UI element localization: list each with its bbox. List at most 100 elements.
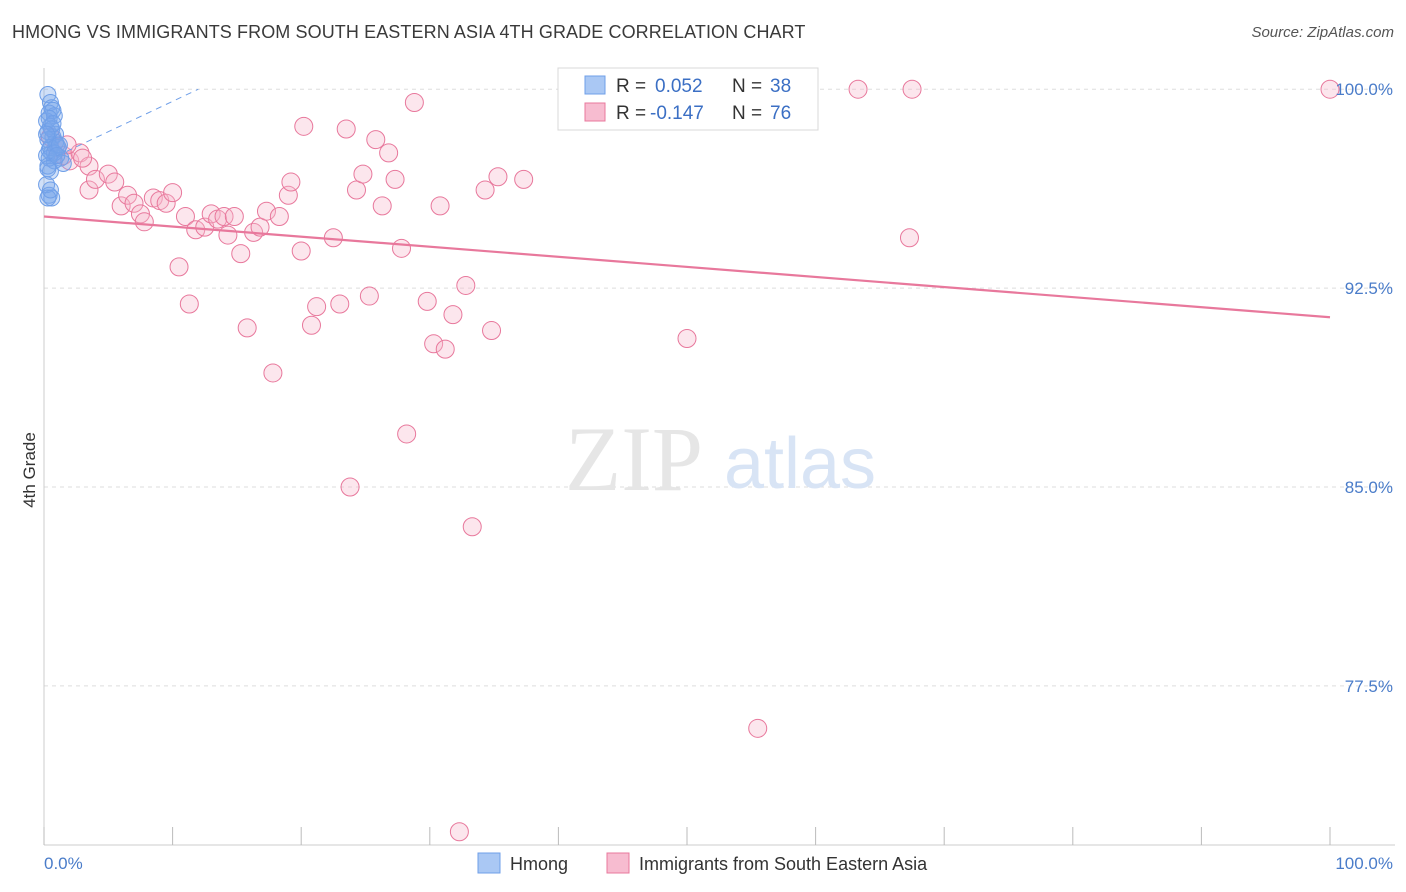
- trend-lines: [43, 88, 1331, 319]
- point-sea-33: [256, 201, 276, 221]
- point-sea-66: [488, 167, 508, 187]
- point-sea-8: [98, 164, 118, 184]
- legend-r-label-hmong: R =: [616, 76, 646, 97]
- point-sea-12: [124, 193, 144, 213]
- legend-n-label-sea: N =: [732, 103, 762, 124]
- legend-r-value-hmong: 0.052: [655, 76, 703, 97]
- legend-n-value-hmong: 38: [770, 76, 791, 97]
- point-sea-65: [482, 321, 502, 341]
- point-sea-47: [353, 164, 373, 184]
- point-sea-45: [340, 477, 360, 497]
- point-hmong-34: [44, 115, 62, 133]
- point-sea-58: [430, 196, 450, 216]
- point-sea-59: [435, 339, 455, 359]
- point-sea-39: [294, 116, 314, 136]
- watermark-zip: ZIP: [565, 408, 703, 510]
- legend-n-label-hmong: N =: [732, 76, 762, 97]
- point-sea-48: [359, 286, 379, 306]
- point-sea-7: [85, 169, 105, 189]
- point-sea-52: [385, 169, 405, 189]
- point-sea-67: [514, 169, 534, 189]
- point-sea-14: [134, 212, 154, 232]
- y-tick-labels: 100.0% 92.5% 85.0% 77.5%: [1335, 80, 1393, 696]
- point-hmong-31: [43, 120, 61, 138]
- watermark: ZIP atlas: [565, 408, 876, 510]
- point-sea-55: [404, 92, 424, 112]
- point-sea-49: [366, 130, 386, 150]
- point-hmong-25: [44, 101, 62, 119]
- point-sea-27: [218, 225, 238, 245]
- point-sea-18: [163, 183, 183, 203]
- legend-n-value-sea: 76: [770, 103, 791, 124]
- point-sea-72: [902, 79, 922, 99]
- point-sea-34: [263, 363, 283, 383]
- bottom-legend-swatch-hmong[interactable]: [477, 852, 501, 874]
- x-tick-labels: 0.0% 100.0%: [44, 854, 1393, 873]
- legend-r-value-sea: -0.147: [650, 103, 704, 124]
- chart-title: HMONG VS IMMIGRANTS FROM SOUTH EASTERN A…: [12, 22, 806, 42]
- point-sea-54: [397, 424, 417, 444]
- y-tick-label-2: 85.0%: [1345, 478, 1393, 497]
- point-sea-63: [462, 517, 482, 537]
- point-sea-71: [899, 228, 919, 248]
- point-sea-56: [417, 291, 437, 311]
- point-sea-60: [443, 305, 463, 325]
- point-sea-30: [237, 318, 257, 338]
- point-sea-20: [175, 207, 195, 227]
- legend-swatch-sea: [584, 102, 606, 122]
- point-sea-64: [475, 180, 495, 200]
- bottom-legend-label-hmong[interactable]: Hmong: [510, 854, 568, 874]
- point-sea-21: [179, 294, 199, 314]
- point-sea-44: [336, 119, 356, 139]
- point-sea-29: [231, 244, 251, 264]
- point-sea-28: [224, 207, 244, 227]
- bottom-legend-label-sea[interactable]: Immigrants from South Eastern Asia: [639, 854, 928, 874]
- point-sea-17: [156, 193, 176, 213]
- legend-r-label-sea: R =: [616, 103, 646, 124]
- legend-swatch-hmong: [584, 75, 606, 95]
- point-sea-53: [392, 238, 412, 258]
- axes: [43, 68, 1395, 846]
- point-sea-37: [281, 172, 301, 192]
- point-hmong-36: [41, 181, 59, 199]
- point-hmong-37: [38, 125, 56, 143]
- y-axis-title: 4th Grade: [20, 432, 39, 508]
- point-sea-11: [118, 185, 138, 205]
- point-sea-9: [105, 172, 125, 192]
- point-sea-50: [372, 196, 392, 216]
- point-sea-6: [79, 180, 99, 200]
- point-sea-61: [449, 822, 469, 842]
- point-sea-62: [456, 275, 476, 295]
- watermark-atlas: atlas: [724, 424, 876, 504]
- point-hmong-30: [50, 136, 68, 154]
- point-hmong-18: [41, 162, 59, 180]
- point-sea-57: [424, 334, 444, 354]
- source-label: Source: ZipAtlas.com: [1251, 24, 1394, 41]
- point-sea-38: [291, 241, 311, 261]
- y-tick-label-3: 77.5%: [1345, 677, 1393, 696]
- point-sea-70: [848, 79, 868, 99]
- y-tick-label-1: 92.5%: [1345, 279, 1393, 298]
- point-sea-74: [73, 148, 93, 168]
- point-sea-73: [1320, 79, 1340, 99]
- point-sea-26: [214, 207, 234, 227]
- point-sea-51: [379, 143, 399, 163]
- point-sea-43: [330, 294, 350, 314]
- gridlines: [44, 88, 1395, 687]
- point-sea-35: [269, 207, 289, 227]
- x-tick-label-right: 100.0%: [1335, 854, 1393, 873]
- bottom-legend-swatch-sea[interactable]: [606, 852, 630, 874]
- point-sea-19: [169, 257, 189, 277]
- top-legend: R = 0.052 N = 38 R = -0.147 N = 76: [557, 67, 819, 131]
- point-hmong-33: [39, 160, 57, 178]
- point-sea-69: [748, 718, 768, 738]
- point-sea-40: [301, 315, 321, 335]
- point-sea-46: [346, 180, 366, 200]
- trend-line-hmong: [46, 88, 199, 162]
- bottom-legend: Hmong Immigrants from South Eastern Asia: [477, 852, 928, 874]
- point-sea-68: [677, 328, 697, 348]
- point-sea-41: [307, 297, 327, 317]
- trend-line-sea: [43, 215, 1331, 319]
- y-tick-label-0: 100.0%: [1335, 80, 1393, 99]
